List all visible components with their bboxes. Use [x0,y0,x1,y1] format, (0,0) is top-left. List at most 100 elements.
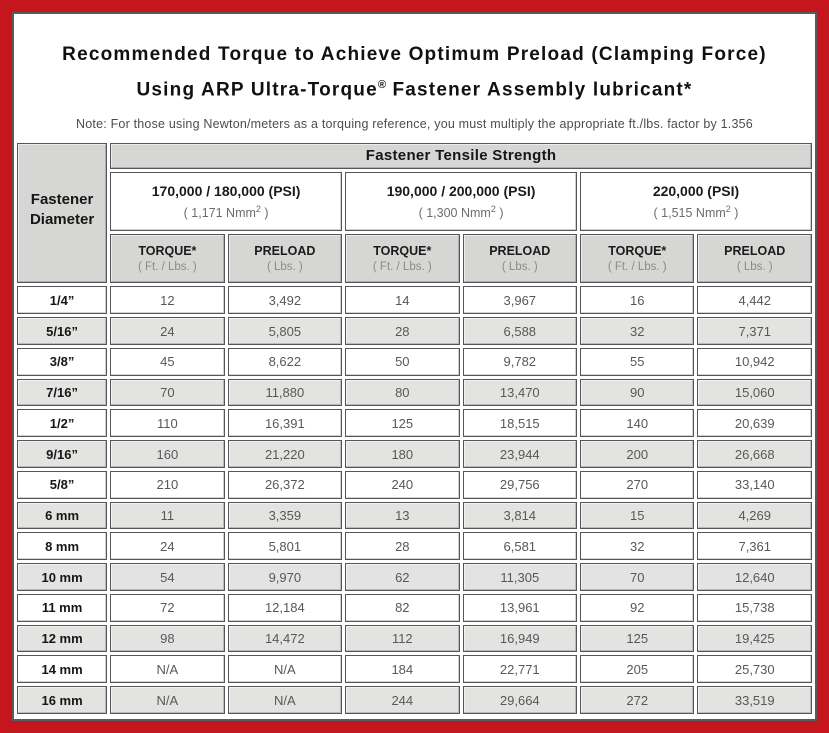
table-row: 5/16” 24 5,805 28 6,588 32 7,371 [17,317,812,345]
tensile-strength-header: Fastener Tensile Strength [110,143,812,169]
torque-value-cell: 90 [580,378,695,407]
nmm-value: ( 1,300 Nmm2 ) [418,203,504,221]
torque-column-header: TORQUE* ( Ft. / Lbs. ) [110,234,225,284]
preload-value-cell: 13,470 [462,378,578,407]
preload-value-cell: 9,782 [462,347,578,376]
preload-value-cell: 21,220 [227,440,343,468]
psi-group-170-180: 170,000 / 180,000 (PSI) ( 1,171 Nmm2 ) [110,171,343,232]
preload-value-cell: 9,970 [227,563,343,591]
preload-value-cell: 4,442 [697,286,812,315]
tensile-strength-header-row: Fastener Diameter Fastener Tensile Stren… [17,143,812,284]
torque-column-header: TORQUE* ( Ft. / Lbs. ) [580,234,695,284]
preload-value-cell: 11,305 [462,563,578,591]
psi-value: 220,000 (PSI) [652,182,740,199]
document-panel: Recommended Torque to Achieve Optimum Pr… [12,12,817,721]
torque-value-cell: 184 [345,655,460,684]
preload-value-cell: 23,944 [462,440,578,468]
fastener-diameter-cell: 8 mm [17,532,108,561]
preload-unit: ( Lbs. ) [736,261,773,274]
psi-group-190-200: 190,000 / 200,000 (PSI) ( 1,300 Nmm2 ) [345,171,578,232]
torque-value-cell: 240 [345,470,460,499]
preload-value-cell: 5,805 [227,317,343,345]
preload-value-cell: 4,269 [697,501,812,530]
preload-value-cell: 11,880 [227,378,343,407]
torque-value-cell: 205 [580,655,695,684]
psi-value: 170,000 / 180,000 (PSI) [151,182,301,199]
torque-value-cell: 70 [110,378,225,407]
preload-value-cell: 6,588 [462,317,578,345]
fastener-diameter-cell: 12 mm [17,624,108,653]
torque-label: TORQUE* [373,244,432,259]
preload-value-cell: 3,967 [462,286,578,315]
preload-unit: ( Lbs. ) [266,261,303,274]
preload-label: PRELOAD [254,244,316,259]
fastener-diameter-cell: 1/2” [17,409,108,438]
torque-value-cell: N/A [110,655,225,684]
fastener-diameter-header: Fastener Diameter [17,143,108,284]
preload-unit: ( Lbs. ) [501,261,538,274]
preload-value-cell: 3,814 [462,501,578,530]
preload-value-cell: 22,771 [462,655,578,684]
fastener-diameter-header-line2: Diameter [29,211,95,229]
torque-value-cell: 14 [345,286,460,315]
torque-value-cell: 244 [345,686,460,714]
table-row: 6 mm 11 3,359 13 3,814 15 4,269 [17,501,812,530]
fastener-diameter-cell: 10 mm [17,563,108,591]
preload-value-cell: 12,640 [697,563,812,591]
torque-value-cell: 45 [110,347,225,376]
torque-value-cell: 54 [110,563,225,591]
fastener-diameter-cell: 14 mm [17,655,108,684]
torque-unit: ( Ft. / Lbs. ) [372,261,432,274]
preload-value-cell: 16,949 [462,624,578,653]
fastener-diameter-header-line1: Fastener [30,191,94,209]
table-row: 3/8” 45 8,622 50 9,782 55 10,942 [17,347,812,376]
preload-value-cell: 16,391 [227,409,343,438]
preload-value-cell: 3,492 [227,286,343,315]
torque-value-cell: 200 [580,440,695,468]
nmm-value: ( 1,515 Nmm2 ) [653,203,739,221]
torque-unit: ( Ft. / Lbs. ) [137,261,197,274]
table-row: 7/16” 70 11,880 80 13,470 90 15,060 [17,378,812,407]
page-title-line2: Using ARP Ultra-Torque® Fastener Assembl… [14,70,815,105]
preload-value-cell: 33,140 [697,470,812,499]
torque-value-cell: 92 [580,593,695,622]
nmm-value: ( 1,171 Nmm2 ) [183,203,269,221]
table-row: 1/2” 110 16,391 125 18,515 140 20,639 [17,409,812,438]
psi-group-220: 220,000 (PSI) ( 1,515 Nmm2 ) [580,171,812,232]
torque-value-cell: 62 [345,563,460,591]
psi-value: 190,000 / 200,000 (PSI) [386,182,536,199]
preload-value-cell: 6,581 [462,532,578,561]
preload-label: PRELOAD [724,244,786,259]
psi-group-header-row: 170,000 / 180,000 (PSI) ( 1,171 Nmm2 ) 1… [17,171,812,232]
torque-value-cell: 180 [345,440,460,468]
torque-value-cell: 28 [345,532,460,561]
preload-value-cell: N/A [227,686,343,714]
preload-column-header: PRELOAD ( Lbs. ) [227,234,343,284]
torque-value-cell: 55 [580,347,695,376]
torque-value-cell: 98 [110,624,225,653]
table-row: 5/8” 210 26,372 240 29,756 270 33,140 [17,470,812,499]
fastener-diameter-cell: 16 mm [17,686,108,714]
torque-label: TORQUE* [608,244,667,259]
table-row: 9/16” 160 21,220 180 23,944 200 26,668 [17,440,812,468]
table-row: 14 mm N/A N/A 184 22,771 205 25,730 [17,655,812,684]
torque-value-cell: 12 [110,286,225,315]
preload-column-header: PRELOAD ( Lbs. ) [697,234,812,284]
torque-value-cell: 70 [580,563,695,591]
preload-value-cell: 10,942 [697,347,812,376]
torque-column-header: TORQUE* ( Ft. / Lbs. ) [345,234,460,284]
torque-value-cell: 82 [345,593,460,622]
preload-value-cell: 14,472 [227,624,343,653]
table-row: 10 mm 54 9,970 62 11,305 70 12,640 [17,563,812,591]
table-row: 12 mm 98 14,472 112 16,949 125 19,425 [17,624,812,653]
torque-value-cell: 72 [110,593,225,622]
torque-value-cell: 210 [110,470,225,499]
torque-value-cell: 24 [110,532,225,561]
fastener-diameter-cell: 5/16” [17,317,108,345]
preload-value-cell: 33,519 [697,686,812,714]
preload-value-cell: 29,664 [462,686,578,714]
fastener-diameter-cell: 7/16” [17,378,108,407]
title-block: Recommended Torque to Achieve Optimum Pr… [14,14,815,140]
preload-value-cell: N/A [227,655,343,684]
